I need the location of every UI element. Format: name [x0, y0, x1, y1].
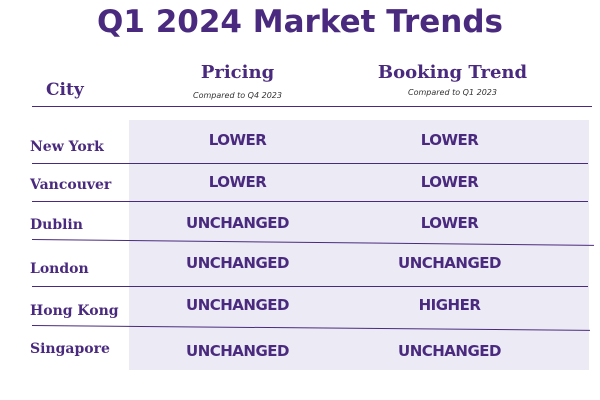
page-title: Q1 2024 Market Trends: [96, 4, 504, 40]
city-name: Hong Kong: [30, 303, 119, 319]
pricing-trend: UNCHANGED: [186, 254, 289, 272]
pricing-trend: LOWER: [208, 173, 267, 191]
booking-column-header: Booking Trend: [377, 62, 528, 83]
pricing-trend: LOWER: [208, 131, 267, 149]
row-divider: [32, 286, 588, 287]
city-name: Vancouver: [30, 177, 112, 193]
pricing-trend: UNCHANGED: [186, 214, 289, 232]
booking-comparison-note: Compared to Q1 2023: [408, 88, 497, 97]
city-name: Singapore: [30, 341, 110, 357]
booking-trend: HIGHER: [418, 296, 481, 314]
booking-trend: LOWER: [420, 173, 479, 191]
booking-trend: LOWER: [420, 131, 479, 149]
booking-trend: UNCHANGED: [398, 342, 501, 360]
pricing-trend: UNCHANGED: [186, 342, 289, 360]
pricing-column-header: Pricing: [200, 62, 275, 83]
city-name: London: [30, 261, 89, 277]
header-divider: [32, 106, 592, 107]
city-column-header: City: [46, 80, 84, 100]
pricing-comparison-note: Compared to Q4 2023: [193, 91, 282, 100]
row-divider: [32, 201, 588, 202]
city-name: New York: [30, 139, 104, 155]
row-divider: [32, 163, 588, 164]
pricing-trend: UNCHANGED: [186, 296, 289, 314]
booking-trend: UNCHANGED: [398, 254, 501, 272]
booking-trend: LOWER: [420, 214, 479, 232]
city-name: Dublin: [30, 217, 83, 233]
